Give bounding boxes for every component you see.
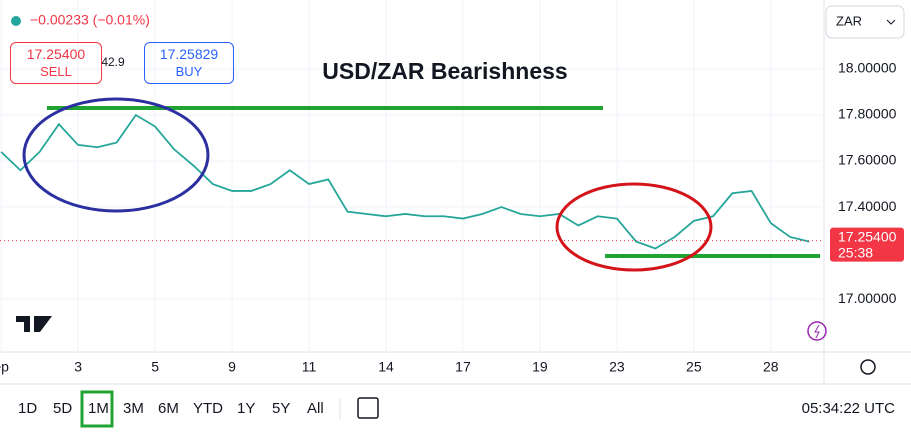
- plot: [0, 0, 822, 352]
- sell-button[interactable]: 17.25400 SELL: [10, 42, 102, 84]
- y-tick-label: 17.40000: [838, 198, 897, 214]
- buy-button[interactable]: 17.25829 BUY: [144, 42, 234, 84]
- timeframe-button[interactable]: 3M: [123, 400, 144, 417]
- x-tick-label: 25: [686, 359, 702, 375]
- x-tick-label: 9: [228, 359, 236, 375]
- timeframe-button[interactable]: 6M: [158, 400, 179, 417]
- x-tick-label: 23: [609, 359, 625, 375]
- timeframe-button[interactable]: 1Y: [237, 400, 255, 417]
- buy-price: 17.25829: [159, 46, 219, 62]
- change: −0.00233 (−0.01%): [30, 12, 150, 28]
- dropdown-icon: [886, 19, 896, 25]
- x-tick-label: 3: [74, 359, 82, 375]
- timeframe-button[interactable]: All: [307, 400, 324, 417]
- date-range-icon[interactable]: [357, 397, 379, 419]
- x-tick-label: ep: [0, 359, 9, 375]
- settings-icon[interactable]: [860, 359, 876, 375]
- price-line: [0, 113, 810, 250]
- highlight-ellipse: [22, 97, 210, 213]
- x-tick-label: 14: [378, 359, 394, 375]
- timeframe-button[interactable]: 1M: [88, 400, 109, 417]
- timeframe-button[interactable]: 5D: [53, 400, 72, 417]
- y-tick-label: 18.00000: [838, 60, 897, 76]
- timeframe-button[interactable]: 5Y: [272, 400, 290, 417]
- highlight-ellipse: [555, 182, 713, 272]
- lightning-icon[interactable]: [807, 321, 827, 341]
- sell-label: SELL: [40, 64, 72, 79]
- active-timeframe: [80, 390, 114, 428]
- y-tick-label: 17.80000: [838, 106, 897, 122]
- last-price-tag: [830, 227, 904, 262]
- last-price-label: 17.25400: [838, 228, 897, 244]
- countdown: 25:38: [838, 244, 873, 260]
- timeframe-button[interactable]: YTD: [193, 400, 223, 417]
- x-tick-label: 28: [763, 359, 779, 375]
- y-tick-label: 17.60000: [838, 152, 897, 168]
- x-tick-label: 11: [302, 359, 317, 375]
- currency-select[interactable]: [825, 5, 905, 39]
- status-dot: [11, 16, 21, 26]
- x-tick-label: 5: [151, 359, 159, 375]
- chart-title: USD/ZAR Bearishness: [322, 58, 567, 84]
- spread: 42.9: [101, 55, 125, 69]
- clock: 05:34:22 UTC: [802, 400, 896, 417]
- x-tick-label: 17: [455, 359, 471, 375]
- y-tick-label: 17.00000: [838, 290, 897, 306]
- x-tick-label: 19: [532, 359, 548, 375]
- lightning: [814, 324, 820, 339]
- buy-label: BUY: [175, 64, 203, 79]
- timeframe-button[interactable]: 1D: [18, 400, 37, 417]
- logo: [16, 316, 52, 332]
- sell-price: 17.25400: [26, 46, 86, 62]
- currency: ZAR: [836, 13, 862, 28]
